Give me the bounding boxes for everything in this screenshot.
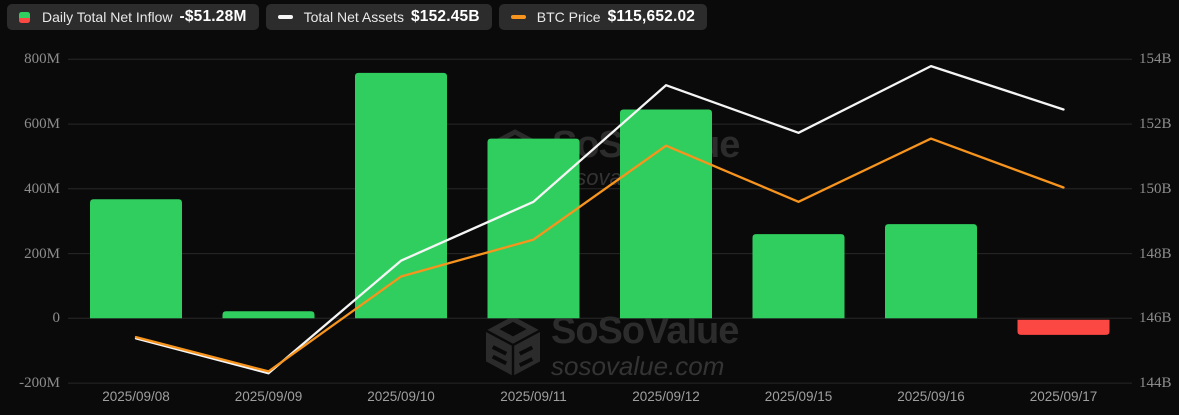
right-axis-tick-label: 150B: [1139, 180, 1172, 197]
x-axis-label: 2025/09/17: [1029, 389, 1098, 404]
left-axis-tick-label: 800M: [24, 51, 60, 68]
bar-2025/09/12[interactable]: [620, 109, 712, 319]
x-axis-label: 2025/09/16: [897, 389, 965, 404]
legend-label: Daily Total Net Inflow: [42, 9, 173, 25]
sosovalue-cube-logo-icon: [486, 315, 540, 376]
right-axis-tick-label: 148B: [1139, 245, 1172, 262]
bar-2025/09/15[interactable]: [752, 234, 845, 319]
right-axis-tick-label: 154B: [1139, 51, 1172, 68]
net-assets-dash-icon: [277, 14, 293, 20]
legend-item-daily-total-net-inflow[interactable]: Daily Total Net Inflow -$51.28M: [7, 4, 259, 30]
bar-2025/09/11[interactable]: [487, 138, 580, 319]
x-axis-label: 2025/09/15: [764, 389, 833, 404]
legend-value: $152.45B: [410, 8, 480, 25]
legend-value: -$51.28M: [179, 8, 247, 25]
x-axis-label: 2025/09/11: [500, 389, 567, 404]
x-axis-label: 2025/09/12: [632, 389, 700, 404]
x-axis-label: 2025/09/10: [367, 389, 435, 404]
bar-2025/09/16[interactable]: [885, 224, 977, 319]
right-axis-tick-label: 144B: [1139, 375, 1172, 392]
bar-2025/09/17[interactable]: [1017, 319, 1110, 335]
legend-label: Total Net Assets: [303, 9, 404, 25]
watermark-site: sosovalue.com: [551, 351, 725, 381]
legend: Daily Total Net Inflow -$51.28M Total Ne…: [7, 4, 708, 30]
inflow-split-icon: [19, 11, 30, 23]
line-total-net-assets[interactable]: [134, 64, 1065, 375]
right-axis-tick-label: 152B: [1139, 116, 1172, 133]
bar-2025/09/09[interactable]: [222, 311, 315, 319]
left-axis-tick-label: -200M: [19, 375, 60, 392]
bar-2025/09/10[interactable]: [355, 72, 447, 319]
legend-value: $115,652.02: [607, 8, 696, 25]
right-axis-tick-label: 146B: [1139, 310, 1172, 327]
left-axis-tick-label: 600M: [24, 116, 60, 133]
watermark-bottom: SoSoValue sosovalue.com: [486, 312, 739, 381]
line-btc-price[interactable]: [134, 137, 1065, 373]
btc-dash-icon: [510, 14, 526, 20]
left-axis-tick-label: 0: [52, 310, 61, 327]
legend-label: BTC Price: [536, 9, 601, 25]
left-axis-tick-label: 200M: [24, 245, 60, 262]
x-axis-label: 2025/09/09: [234, 389, 303, 404]
x-axis-label: 2025/09/08: [102, 389, 170, 404]
legend-item-total-net-assets[interactable]: Total Net Assets $152.45B: [265, 4, 492, 30]
bar-2025/09/08[interactable]: [90, 199, 182, 319]
legend-item-btc-price[interactable]: BTC Price $115,652.02: [498, 4, 708, 30]
left-axis-tick-label: 400M: [24, 180, 60, 197]
